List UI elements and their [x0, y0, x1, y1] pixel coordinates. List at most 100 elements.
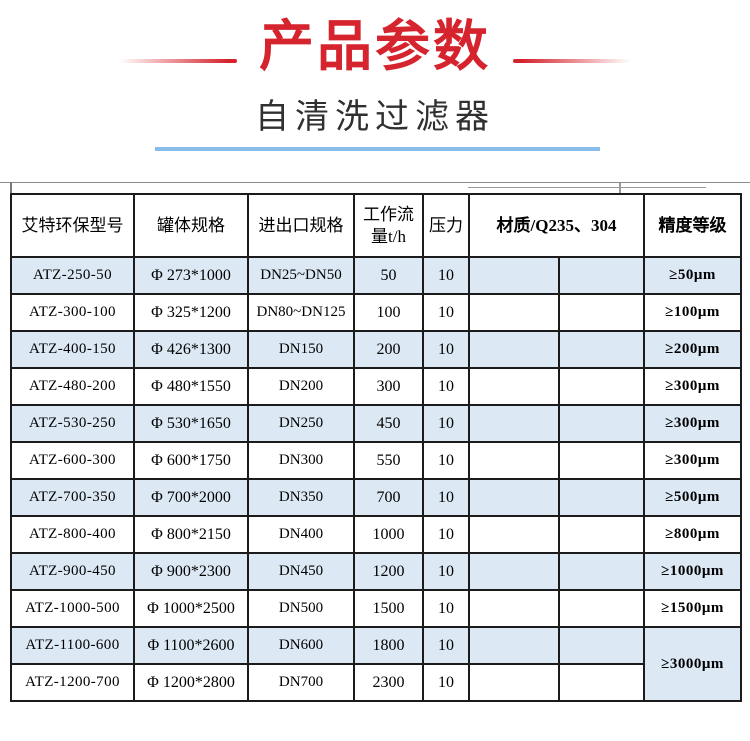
cell-pressure: 10: [422, 626, 470, 665]
cell-pressure: 10: [422, 478, 470, 517]
cell-material-b: [557, 626, 646, 665]
cell-port-spec: DN250: [247, 404, 355, 443]
cell-material-b: [557, 663, 646, 702]
cell-flow: 700: [353, 478, 424, 517]
cell-model: ATZ-1100-600: [10, 626, 135, 665]
cell-model: ATZ-250-50: [10, 256, 135, 295]
col-header-precision: 精度等级: [643, 193, 743, 258]
banner: 产品参数: [0, 12, 750, 80]
page-title: 产品参数: [258, 15, 491, 77]
product-subtitle: 自清洗过滤器: [255, 98, 495, 136]
cell-precision: ≥100μm: [643, 293, 743, 332]
cell-flow: 2300: [353, 663, 424, 702]
cell-material-b: [557, 330, 646, 369]
cell-pressure: 10: [422, 441, 470, 480]
cell-tank-spec: Φ 325*1200: [133, 293, 249, 332]
cell-flow: 450: [353, 404, 424, 443]
col-header-pressure: 压力: [422, 193, 470, 258]
cropped-frame-tick: [10, 182, 12, 194]
header-row: 艾特环保型号 罐体规格 进出口规格 工作流量t/h 压力 材质/Q235、304…: [10, 193, 743, 258]
cell-material-b: [557, 515, 646, 554]
cropped-frame-line: [0, 182, 750, 183]
cell-flow: 1500: [353, 589, 424, 628]
cell-pressure: 10: [422, 404, 470, 443]
cell-tank-spec: Φ 480*1550: [133, 367, 249, 406]
cropped-frame-tick: [619, 183, 621, 193]
table-row: ATZ-300-100 Φ 325*1200 DN80~DN125 100 10…: [10, 293, 743, 332]
cell-material-b: [557, 256, 646, 295]
cell-flow: 200: [353, 330, 424, 369]
cell-material-a: [468, 330, 560, 369]
cell-model: ATZ-800-400: [10, 515, 135, 554]
cell-precision: ≥1500μm: [643, 589, 743, 628]
table-row: ATZ-480-200 Φ 480*1550 DN200 300 10 ≥300…: [10, 367, 743, 406]
cell-pressure: 10: [422, 256, 470, 295]
cell-material-a: [468, 256, 560, 295]
cell-tank-spec: Φ 273*1000: [133, 256, 249, 295]
cell-flow: 550: [353, 441, 424, 480]
cell-port-spec: DN350: [247, 478, 355, 517]
cell-port-spec: DN500: [247, 589, 355, 628]
cell-model: ATZ-400-150: [10, 330, 135, 369]
cell-port-spec: DN300: [247, 441, 355, 480]
cell-tank-spec: Φ 600*1750: [133, 441, 249, 480]
cell-precision: ≥300μm: [643, 404, 743, 443]
cell-material-b: [557, 552, 646, 591]
cell-pressure: 10: [422, 367, 470, 406]
cell-precision: ≥300μm: [643, 367, 743, 406]
table-row: ATZ-1100-600 Φ 1100*2600 DN600 1800 10 ≥…: [10, 626, 743, 702]
cell-model: ATZ-300-100: [10, 293, 135, 332]
title-divider-left: [118, 59, 237, 63]
cell-flow: 100: [353, 293, 424, 332]
cell-precision: ≥50μm: [643, 256, 743, 295]
table-row: ATZ-900-450 Φ 900*2300 DN450 1200 10 ≥10…: [10, 552, 743, 591]
cell-port-spec: DN400: [247, 515, 355, 554]
subtitle-underline: [155, 147, 600, 151]
table-row: ATZ-800-400 Φ 800*2150 DN400 1000 10 ≥80…: [10, 515, 743, 554]
cropped-frame-segment: [468, 187, 706, 188]
cell-material-a: [468, 478, 560, 517]
spec-table: 艾特环保型号 罐体规格 进出口规格 工作流量t/h 压力 材质/Q235、304…: [10, 193, 743, 702]
table-row: ATZ-1200-700 Φ 1200*2800 DN700 2300 10: [10, 663, 742, 702]
cell-material-a: [468, 441, 560, 480]
cell-precision: ≥3000μm: [643, 626, 743, 702]
cell-material-b: [557, 404, 646, 443]
cell-material-a: [468, 552, 560, 591]
table-row: ATZ-250-50 Φ 273*1000 DN25~DN50 50 10 ≥5…: [10, 256, 743, 295]
title-divider-right: [513, 59, 631, 63]
col-header-port-spec: 进出口规格: [247, 193, 355, 258]
table-row: ATZ-1000-500 Φ 1000*2500 DN500 1500 10 ≥…: [10, 589, 743, 628]
table-row: ATZ-530-250 Φ 530*1650 DN250 450 10 ≥300…: [10, 404, 743, 443]
cell-model: ATZ-530-250: [10, 404, 135, 443]
cell-material-b: [557, 293, 646, 332]
cell-tank-spec: Φ 530*1650: [133, 404, 249, 443]
cell-precision: ≥800μm: [643, 515, 743, 554]
cell-pressure: 10: [422, 552, 470, 591]
cell-flow: 1000: [353, 515, 424, 554]
cell-material-b: [557, 367, 646, 406]
cell-material-a: [468, 626, 560, 665]
cell-tank-spec: Φ 1000*2500: [133, 589, 249, 628]
cell-flow: 1200: [353, 552, 424, 591]
cell-precision: ≥200μm: [643, 330, 743, 369]
cell-tank-spec: Φ 426*1300: [133, 330, 249, 369]
cell-pressure: 10: [422, 330, 470, 369]
cell-material-b: [557, 441, 646, 480]
cell-material-a: [468, 404, 560, 443]
cell-material-a: [468, 589, 560, 628]
cell-port-spec: DN450: [247, 552, 355, 591]
col-header-material: 材质/Q235、304: [467, 193, 646, 258]
table-row: ATZ-600-300 Φ 600*1750 DN300 550 10 ≥300…: [10, 441, 743, 480]
cell-material-b: [557, 478, 646, 517]
cell-tank-spec: Φ 1100*2600: [133, 626, 249, 665]
cell-material-b: [557, 589, 646, 628]
cell-port-spec: DN25~DN50: [247, 256, 355, 295]
cell-pressure: 10: [422, 515, 470, 554]
cell-model: ATZ-700-350: [10, 478, 135, 517]
cell-model: ATZ-600-300: [10, 441, 135, 480]
cell-model: ATZ-900-450: [10, 552, 135, 591]
cell-port-spec: DN700: [247, 663, 355, 702]
col-header-model: 艾特环保型号: [10, 193, 135, 258]
cell-model: ATZ-1000-500: [10, 589, 135, 628]
cell-model: ATZ-480-200: [10, 367, 135, 406]
